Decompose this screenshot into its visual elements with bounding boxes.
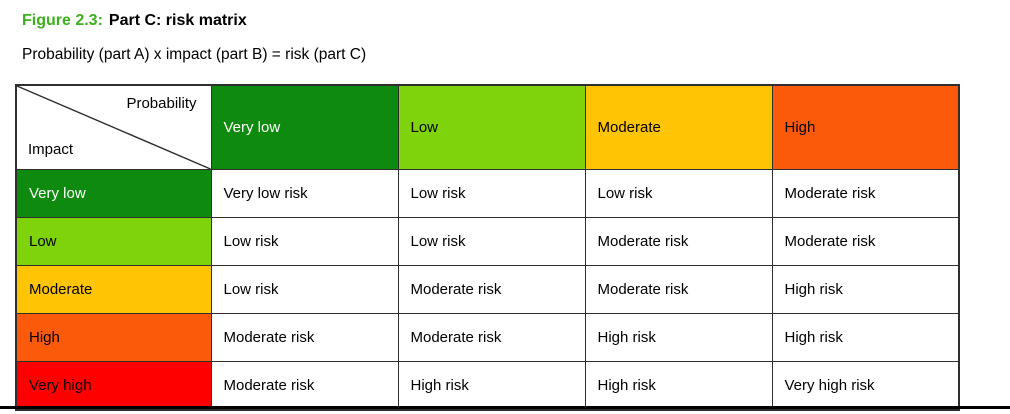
row-header-very-high: Very high bbox=[15, 361, 212, 411]
column-header-moderate: Moderate bbox=[584, 84, 773, 170]
matrix-row-very-low: Very low Very low risk Low risk Low risk Mod… bbox=[15, 169, 960, 218]
risk-cell: Moderate risk bbox=[771, 169, 960, 218]
risk-cell: Very low risk bbox=[210, 169, 399, 218]
risk-cell: Moderate risk bbox=[584, 217, 773, 266]
column-header-low: Low bbox=[397, 84, 586, 170]
row-header-low: Low bbox=[15, 217, 212, 266]
risk-cell: High risk bbox=[584, 361, 773, 411]
column-header-high: High bbox=[771, 84, 960, 170]
corner-probability-label: Probability bbox=[126, 95, 197, 112]
risk-cell: Low risk bbox=[210, 265, 399, 314]
risk-cell: Moderate risk bbox=[584, 265, 773, 314]
risk-cell: Low risk bbox=[397, 217, 586, 266]
risk-cell: Moderate risk bbox=[397, 265, 586, 314]
risk-cell: Low risk bbox=[584, 169, 773, 218]
risk-cell: Moderate risk bbox=[210, 361, 399, 411]
figure-label: Figure 2.3: bbox=[22, 12, 103, 29]
corner-cell: Probability Impact bbox=[15, 84, 212, 170]
column-header-very-low: Very low bbox=[210, 84, 399, 170]
page-bottom-rule bbox=[0, 406, 1010, 409]
matrix-row-high: High Moderate risk Moderate risk High risk H… bbox=[15, 313, 960, 362]
risk-cell: High risk bbox=[584, 313, 773, 362]
figure-subtitle: Probability (part A) x impact (part B) =… bbox=[22, 46, 367, 63]
matrix-header-row: Probability Impact Very low Low Moderate Hi… bbox=[15, 84, 960, 170]
matrix-row-low: Low Low risk Low risk Moderate risk Moderate… bbox=[15, 217, 960, 266]
row-header-very-low: Very low bbox=[15, 169, 212, 218]
risk-cell: Low risk bbox=[210, 217, 399, 266]
matrix-row-moderate: Moderate Low risk Moderate risk Moderate ri… bbox=[15, 265, 960, 314]
risk-cell: Low risk bbox=[397, 169, 586, 218]
figure-caption: Figure 2.3: Part C: risk matrix bbox=[22, 12, 247, 30]
risk-cell: High risk bbox=[397, 361, 586, 411]
diagonal-line bbox=[17, 86, 210, 169]
risk-cell: Moderate risk bbox=[210, 313, 399, 362]
risk-cell: Very high risk bbox=[771, 361, 960, 411]
risk-cell: Moderate risk bbox=[397, 313, 586, 362]
risk-cell: High risk bbox=[771, 265, 960, 314]
risk-matrix-table: Probability Impact Very low Low Moderate Hi… bbox=[15, 84, 960, 411]
corner-impact-label: Impact bbox=[28, 141, 74, 158]
risk-cell: Moderate risk bbox=[771, 217, 960, 266]
figure-title: Part C: risk matrix bbox=[108, 12, 247, 29]
risk-cell: High risk bbox=[771, 313, 960, 362]
row-header-moderate: Moderate bbox=[15, 265, 212, 314]
row-header-high: High bbox=[15, 313, 212, 362]
matrix-row-very-high: Very high Moderate risk High risk High risk… bbox=[15, 361, 960, 411]
